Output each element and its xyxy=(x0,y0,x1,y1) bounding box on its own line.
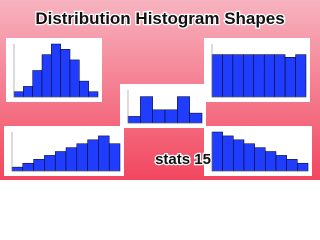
bar xyxy=(243,143,255,172)
bar xyxy=(295,54,307,98)
bar xyxy=(243,54,255,98)
bar xyxy=(297,162,309,172)
bar xyxy=(79,80,89,98)
bar xyxy=(211,54,223,98)
bar xyxy=(11,166,24,172)
bar xyxy=(98,135,110,172)
bar xyxy=(254,147,266,172)
bar xyxy=(41,54,52,98)
bar xyxy=(23,86,33,98)
bar xyxy=(164,109,178,124)
title: Distribution Histogram Shapes xyxy=(35,9,284,28)
bar xyxy=(286,159,298,172)
bar xyxy=(232,54,244,98)
bar xyxy=(275,155,287,172)
bar xyxy=(13,91,24,98)
tag: stats 15 xyxy=(155,151,211,168)
bar xyxy=(60,49,71,98)
bar xyxy=(69,59,80,98)
bar xyxy=(108,143,121,172)
bar xyxy=(44,155,56,172)
charts xyxy=(4,38,312,176)
bar xyxy=(211,131,223,172)
bar xyxy=(222,54,234,98)
bar xyxy=(274,54,286,98)
bar xyxy=(87,139,99,172)
bar xyxy=(265,151,277,172)
bar xyxy=(189,112,203,124)
bar xyxy=(177,96,190,124)
page: {"header": {"title": "Distribution Histo… xyxy=(0,0,320,180)
thumbnail: Distribution Histogram Shapes stats 15 xyxy=(0,0,320,180)
bar xyxy=(284,57,296,98)
bar xyxy=(140,96,153,124)
bar xyxy=(22,162,34,172)
bar xyxy=(263,54,275,98)
bar xyxy=(65,147,78,172)
bar xyxy=(152,109,166,124)
bar xyxy=(54,151,67,172)
bar xyxy=(76,143,88,172)
bar xyxy=(233,139,245,172)
bar xyxy=(51,43,61,98)
bar xyxy=(33,159,45,172)
bar xyxy=(32,70,43,98)
bar xyxy=(253,54,265,98)
bar xyxy=(88,91,99,98)
bar xyxy=(222,135,234,172)
bar xyxy=(127,116,141,124)
